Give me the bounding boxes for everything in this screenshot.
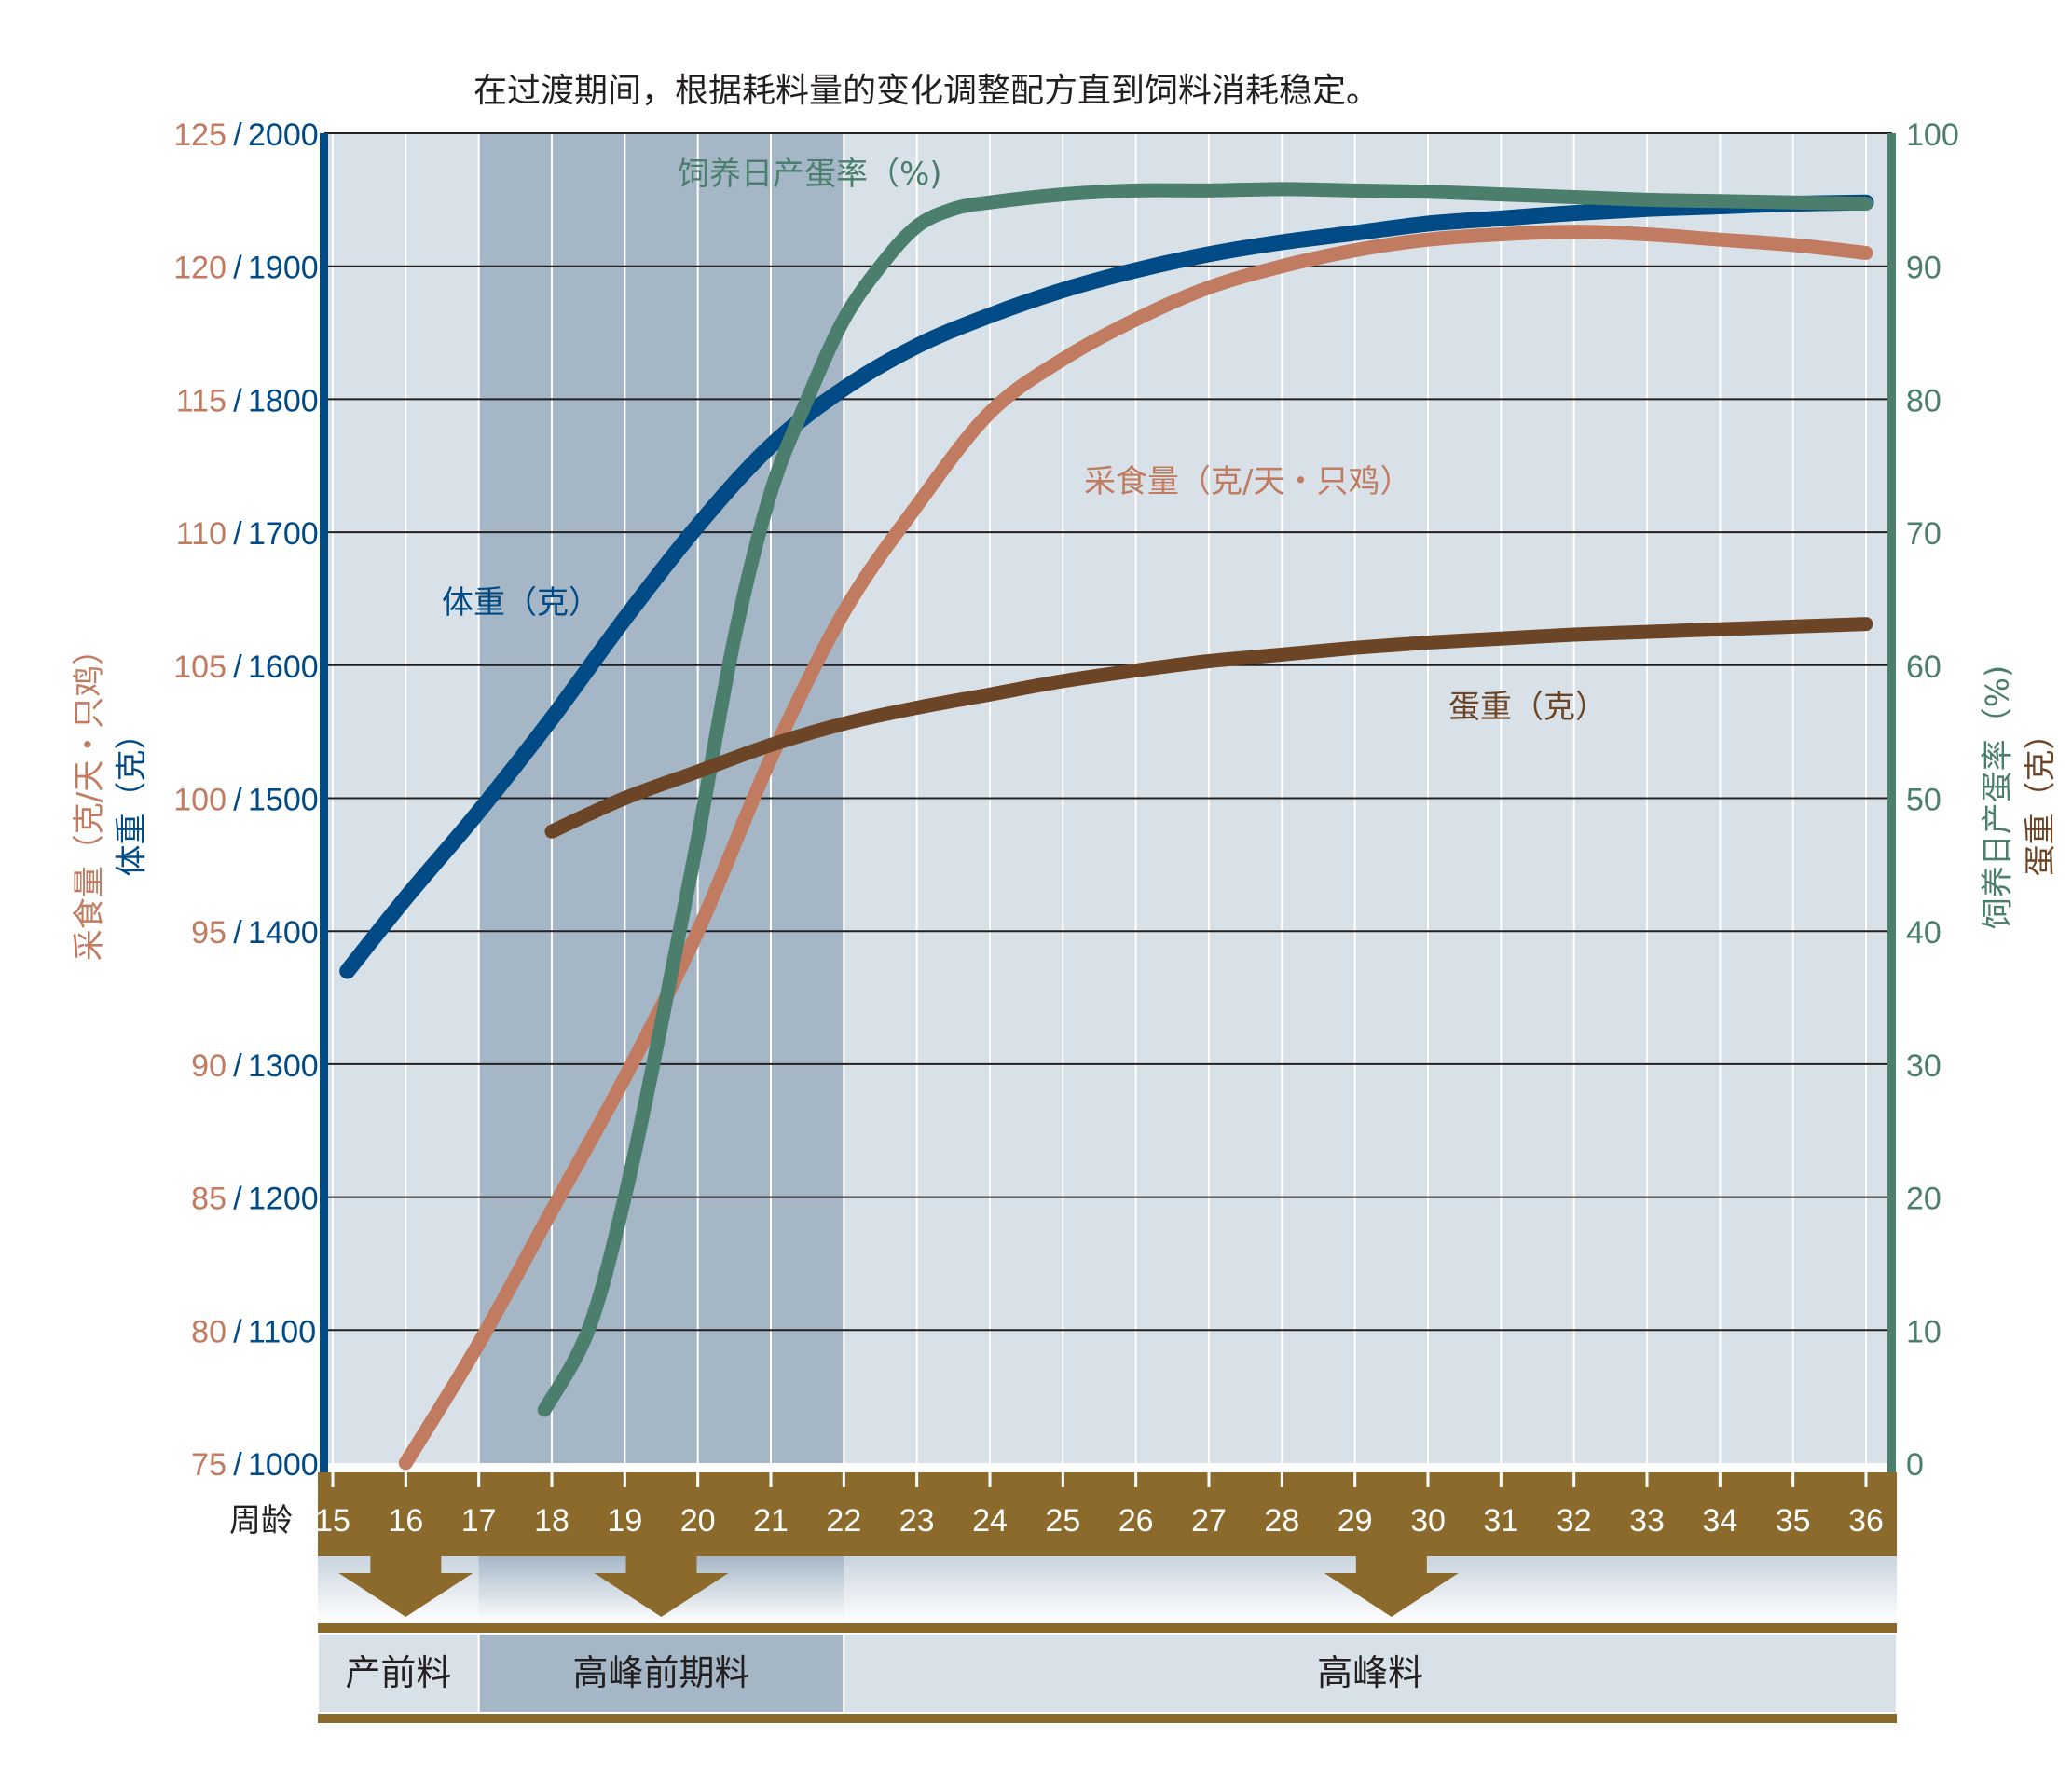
weight-tick-label: 1000 xyxy=(248,1447,319,1483)
right-tick-label: 60 xyxy=(1906,650,1942,685)
right-tick-label: 20 xyxy=(1906,1182,1942,1217)
feed-tick-label: 80 xyxy=(191,1314,226,1349)
phase-label: 产前料 xyxy=(345,1652,451,1693)
week-tick-label: 32 xyxy=(1557,1503,1592,1539)
feed-tick-label: 125 xyxy=(173,117,226,153)
phase-label: 高峰料 xyxy=(1317,1652,1423,1693)
weight-tick-label: 1600 xyxy=(248,650,319,685)
body-weight-series-label: 体重（克） xyxy=(442,584,600,622)
production-rate-line xyxy=(537,182,1873,1417)
left-axis-feed-label: 采食量（克/天・只鸡） xyxy=(70,633,108,961)
phase-box xyxy=(477,1633,845,1714)
right-tick-label: 40 xyxy=(1906,915,1942,951)
phase-box xyxy=(317,1633,480,1714)
week-tick-label: 24 xyxy=(972,1503,1008,1539)
weight-tick-label: 1400 xyxy=(248,915,319,951)
tick-separator: / xyxy=(233,383,242,418)
tick-separator: / xyxy=(233,1182,242,1217)
week-tick-label: 22 xyxy=(826,1503,861,1539)
week-tick-label: 23 xyxy=(899,1503,935,1539)
right-axis-production-label: 饲养日产蛋率（%) xyxy=(1979,664,2017,929)
feed-tick-label: 115 xyxy=(176,383,226,418)
phase-label: 高峰前期料 xyxy=(572,1652,749,1693)
week-tick-label: 21 xyxy=(753,1503,789,1539)
week-tick-label: 30 xyxy=(1410,1503,1446,1539)
body-weight-line xyxy=(339,194,1874,979)
phase-bar-bottom xyxy=(318,1713,1897,1723)
feed-tick-label: 110 xyxy=(176,516,226,552)
week-tick-label: 25 xyxy=(1045,1503,1080,1539)
feed-tick-label: 120 xyxy=(173,251,226,286)
phase-bar-top xyxy=(318,1623,1897,1634)
chart-title: 在过渡期间，根据耗料量的变化调整配方直到饲料消耗稳定。 xyxy=(473,72,1380,110)
week-tick-label: 28 xyxy=(1264,1503,1299,1539)
week-tick-label: 33 xyxy=(1629,1503,1665,1539)
left-axis-weight-label: 体重（克） xyxy=(113,718,151,876)
right-tick-label: 10 xyxy=(1906,1314,1942,1349)
weight-tick-label: 1300 xyxy=(248,1048,319,1084)
weight-tick-label: 1100 xyxy=(248,1314,316,1349)
week-tick-label: 36 xyxy=(1848,1503,1884,1539)
feed-tick-label: 75 xyxy=(191,1447,226,1483)
right-tick-label: 0 xyxy=(1906,1447,1924,1483)
weight-tick-label: 1900 xyxy=(248,251,319,286)
tick-separator: / xyxy=(233,1447,242,1483)
right-tick-label: 50 xyxy=(1906,783,1942,818)
tick-separator: / xyxy=(233,251,242,286)
week-tick-label: 16 xyxy=(388,1503,423,1539)
phase-arrow xyxy=(594,1552,729,1617)
right-tick-label: 90 xyxy=(1906,251,1942,286)
week-tick-label: 31 xyxy=(1483,1503,1518,1539)
x-axis-label: 周龄 xyxy=(229,1502,293,1540)
right-axis-egg-label: 蛋重（克） xyxy=(2022,718,2060,876)
week-tick-label: 34 xyxy=(1702,1503,1737,1539)
left-axis-line xyxy=(320,133,328,1472)
feed-tick-label: 95 xyxy=(191,915,226,951)
tick-separator: / xyxy=(233,516,242,552)
weight-tick-label: 1500 xyxy=(248,783,319,818)
week-tick-label: 20 xyxy=(680,1503,716,1539)
week-tick-label: 26 xyxy=(1118,1503,1154,1539)
weight-tick-label: 1800 xyxy=(248,383,319,418)
week-tick-label: 29 xyxy=(1338,1503,1373,1539)
egg-weight-line xyxy=(544,617,1873,839)
phase-box xyxy=(843,1633,1898,1714)
feed-tick-label: 90 xyxy=(191,1048,226,1084)
feed-tick-label: 105 xyxy=(173,650,226,685)
week-tick-label: 18 xyxy=(534,1503,569,1539)
production-series-label: 饲养日产蛋率（%) xyxy=(678,156,942,193)
week-axis-band xyxy=(318,1472,1897,1556)
weight-tick-label: 2000 xyxy=(248,117,319,153)
week-tick-label: 27 xyxy=(1191,1503,1227,1539)
tick-separator: / xyxy=(233,783,242,818)
right-tick-label: 30 xyxy=(1906,1048,1942,1084)
tick-separator: / xyxy=(233,117,242,153)
weight-tick-label: 1700 xyxy=(248,516,319,552)
week-tick-label: 19 xyxy=(607,1503,642,1539)
feed-intake-line xyxy=(398,225,1873,1471)
tick-separator: / xyxy=(233,1314,242,1349)
right-tick-label: 100 xyxy=(1906,117,1959,153)
phase-arrow xyxy=(338,1552,473,1617)
week-tick-label: 17 xyxy=(461,1503,497,1539)
feed-tick-label: 85 xyxy=(191,1182,226,1217)
phase-arrow xyxy=(1324,1552,1459,1617)
right-axis-line xyxy=(1887,133,1896,1472)
feed-tick-label: 100 xyxy=(173,783,226,818)
right-tick-label: 80 xyxy=(1906,383,1942,418)
egg-weight-series-label: 蛋重（克） xyxy=(1448,689,1607,726)
feed-series-label: 采食量（克/天・只鸡） xyxy=(1084,463,1411,500)
week-tick-label: 35 xyxy=(1776,1503,1811,1539)
right-tick-label: 70 xyxy=(1906,516,1942,552)
tick-separator: / xyxy=(233,1048,242,1084)
tick-separator: / xyxy=(233,650,242,685)
tick-separator: / xyxy=(233,915,242,951)
weight-tick-label: 1200 xyxy=(248,1182,319,1217)
week-tick-label: 15 xyxy=(315,1503,350,1539)
